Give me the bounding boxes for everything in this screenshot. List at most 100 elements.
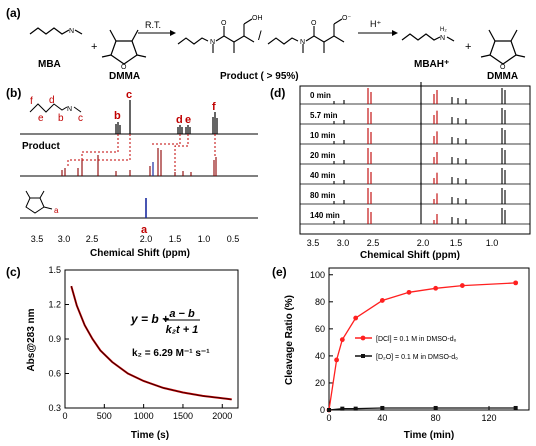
dcl-point	[334, 357, 339, 363]
proton-label-f: f	[30, 96, 33, 107]
mbah-h2-label: H₂	[440, 27, 447, 33]
mba-labeled-structure	[29, 103, 82, 113]
dmma-structure-2	[480, 29, 526, 65]
peak-label-c: c	[126, 89, 132, 101]
mba-structure	[29, 27, 83, 35]
mba-spectrum-peaks	[115, 100, 218, 134]
product-carboxylate-o-atom: O	[311, 20, 317, 27]
arrow-head-1	[170, 30, 176, 36]
product-spectrum-peaks	[61, 148, 217, 176]
e-xtick-label: 80	[431, 413, 441, 423]
peak-label-f: f	[212, 101, 216, 113]
b-xtick-2.5: 2.5	[86, 234, 99, 244]
panel-d: (d) 0 min 5.7 min 10 min 20 min 40 min 8…	[270, 82, 531, 261]
dcl-point	[433, 285, 439, 291]
panel-e-series	[326, 280, 519, 413]
dmma-2-o-atom: O	[500, 64, 506, 71]
product-spectrum-label: Product	[22, 141, 60, 152]
e-xtick-label: 0	[326, 413, 331, 423]
panel-c-ticks: 0 500 1000 1500 2000 0.3 0.6 0.9 1.2 1.5	[48, 265, 232, 421]
panel-a: (a) N MBA + O DMMA R.T.	[6, 6, 526, 82]
nmr-time-series-traces	[300, 82, 530, 225]
dcl-point	[406, 289, 412, 295]
panel-e-xlabel: Time (min)	[404, 430, 454, 441]
e-ytick-label: 0	[320, 405, 325, 415]
e-xtick-label: 120	[481, 413, 496, 423]
proton-label-b: b	[58, 113, 64, 124]
c-xtick-label: 0	[62, 411, 67, 421]
dmma-structure	[101, 29, 147, 65]
d2o-point	[353, 406, 358, 411]
c-xtick-label: 500	[97, 411, 112, 421]
legend-d2o-text: [D₂O] = 0.1 M in DMSO-d₆	[376, 354, 458, 361]
panel-e-frame	[328, 267, 530, 411]
k2-value: k₂ = 6.29 M⁻¹ s⁻¹	[132, 348, 210, 359]
equation-numerator: a − b	[169, 308, 195, 320]
panel-b-xaxis: 3.5 3.0 2.5 2.0 1.5 1.0 0.5	[31, 234, 240, 244]
d-xtick-3.5: 3.5	[307, 238, 320, 248]
d2o-point	[513, 405, 518, 410]
series-line-0	[328, 282, 516, 411]
e-ytick-label: 80	[315, 297, 325, 307]
legend-d2o-marker	[361, 354, 365, 358]
time-label-0: 0 min	[310, 91, 331, 100]
proton-label-d: d	[49, 95, 55, 106]
c-ytick-label: 0.9	[48, 334, 61, 344]
panel-e-ylabel: Cleavage Ratio (%)	[284, 295, 295, 385]
plus-sign-1: +	[91, 41, 97, 53]
dcl-point	[513, 280, 519, 286]
d2o-point	[327, 408, 331, 412]
plus-sign-2: +	[465, 41, 471, 53]
time-label-4: 40 min	[310, 171, 335, 180]
legend-dcl-marker	[360, 335, 366, 341]
panel-c: (c) 0 500 1000 1500 2000 0.3 0.6 0.9 1.2 1.5 y = …	[6, 265, 239, 441]
panel-e-legend: [DCl] = 0.1 M in DMSO-d₆ [D₂O] = 0.1 M i…	[355, 335, 458, 361]
c-ytick-label: 1.2	[48, 300, 61, 310]
peak-label-b: b	[114, 110, 121, 122]
d-xtick-2.0: 2.0	[417, 238, 430, 248]
panel-d-frame	[299, 85, 531, 235]
dmma-small-label-a: a	[54, 206, 59, 215]
mba-label: MBA	[38, 59, 61, 70]
time-label-1: 5.7 min	[310, 111, 338, 120]
panel-d-time-labels: 0 min 5.7 min 10 min 20 min 40 min 80 mi…	[310, 91, 340, 220]
panel-b-xlabel: Chemical Shift (ppm)	[90, 248, 190, 259]
b-xtick-1.5: 1.5	[169, 234, 182, 244]
d-xtick-2.5: 2.5	[367, 238, 380, 248]
c-xtick-label: 1000	[134, 411, 154, 421]
equation-denominator: k₂t + 1	[166, 324, 199, 336]
dcl-point	[353, 315, 359, 321]
time-label-2: 10 min	[310, 131, 335, 140]
d-xtick-3.0: 3.0	[337, 238, 350, 248]
panel-c-xlabel: Time (s)	[131, 430, 169, 441]
panel-d-xaxis: 3.5 3.0 2.5 2.0 1.5 1.0	[307, 238, 499, 248]
c-xtick-label: 2000	[212, 411, 232, 421]
c-xtick-label: 1500	[173, 411, 193, 421]
oh-label: OH	[252, 15, 263, 22]
time-label-3: 20 min	[310, 151, 335, 160]
product-acid-n-atom: N	[210, 39, 215, 46]
mba-n-atom: N	[69, 28, 74, 35]
peak-label-e: e	[185, 114, 191, 126]
dmma-small-structure	[25, 190, 53, 214]
panel-e-label: (e)	[272, 265, 287, 279]
dmma-label-2: DMMA	[487, 71, 518, 82]
product-acid-o-atom: O	[221, 20, 227, 27]
dcl-point	[379, 298, 385, 303]
e-ytick-label: 60	[315, 324, 325, 334]
panel-b-label: (b)	[6, 86, 21, 100]
panel-c-ylabel: Abs@283 nm	[26, 308, 37, 371]
proton-label-e: e	[38, 113, 44, 124]
product-structure-acid	[177, 18, 255, 53]
b-xtick-1.0: 1.0	[198, 234, 211, 244]
peak-label-d: d	[176, 114, 183, 126]
panel-d-label: (d)	[270, 86, 285, 100]
e-ytick-label: 20	[315, 378, 325, 388]
e-ytick-label: 40	[315, 351, 325, 361]
panel-b: (b) N f e d b c c b d e f Product	[6, 86, 258, 259]
d-xtick-1.0: 1.0	[486, 238, 499, 248]
time-label-6: 140 min	[310, 211, 340, 220]
time-label-5: 80 min	[310, 191, 335, 200]
panel-a-label: (a)	[6, 6, 21, 20]
